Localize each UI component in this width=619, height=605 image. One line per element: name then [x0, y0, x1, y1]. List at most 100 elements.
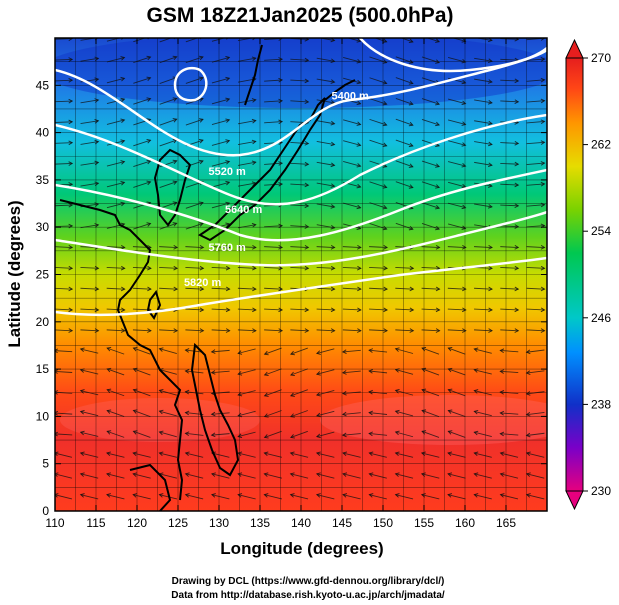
streamline-segment: [316, 203, 335, 208]
streamline-segment: [159, 202, 177, 209]
streamline-segment: [526, 100, 545, 103]
streamline-segment: [421, 266, 440, 269]
streamline-segment: [316, 287, 335, 290]
streamline-arrowhead: [94, 181, 100, 187]
streamline-arrowhead: [225, 307, 231, 313]
streamline-segment: [238, 431, 256, 438]
streamline-arrowhead: [278, 328, 284, 333]
contour-label: 5520 m: [209, 166, 247, 178]
colorbar-tick-label: 238: [591, 397, 611, 411]
streamline-arrowhead: [55, 472, 59, 477]
streamline-arrowhead: [184, 431, 190, 437]
streamline-segment: [238, 369, 256, 375]
streamline-segment: [500, 412, 519, 415]
streamline-arrowhead: [447, 493, 453, 498]
streamline-segment: [369, 412, 388, 415]
streamline-arrowhead: [461, 286, 467, 292]
streamline-arrowhead: [173, 245, 179, 250]
streamline-segment: [369, 246, 388, 248]
streamline-segment: [290, 58, 309, 61]
streamline-segment: [106, 181, 125, 188]
streamline-arrowhead: [263, 493, 269, 498]
y-tick-label: 30: [36, 220, 50, 234]
streamline-arrowhead: [55, 451, 59, 457]
streamline-segment: [421, 160, 440, 168]
streamline-arrowhead: [290, 392, 295, 397]
streamline-arrowhead: [383, 328, 389, 333]
streamline-arrowhead: [198, 139, 204, 144]
streamline-segment: [421, 56, 440, 63]
streamline-segment: [211, 38, 226, 42]
y-tick-label: 15: [36, 362, 50, 376]
streamline-segment: [395, 160, 413, 168]
streamline-arrowhead: [408, 184, 414, 189]
streamline-segment: [264, 473, 282, 479]
streamline-segment: [211, 370, 230, 374]
streamline-segment: [500, 350, 519, 353]
streamline-segment: [395, 181, 413, 189]
streamlines: [55, 38, 546, 500]
streamline-arrowhead: [499, 348, 505, 354]
streamline-segment: [500, 391, 519, 394]
streamline-arrowhead: [447, 388, 453, 394]
streamline-arrowhead: [147, 265, 152, 271]
streamline-segment: [369, 349, 388, 353]
streamline-segment: [316, 57, 335, 62]
streamline-segment: [159, 181, 177, 189]
streamline-segment: [421, 223, 440, 230]
streamline-arrowhead: [330, 328, 336, 333]
streamline-segment: [447, 57, 466, 63]
streamline-segment: [106, 119, 125, 125]
streamline-arrowhead: [383, 286, 389, 292]
streamline-segment: [159, 118, 177, 126]
streamline-segment: [106, 140, 125, 146]
streamline-arrowhead: [514, 140, 520, 146]
streamline-arrowhead: [94, 286, 100, 292]
streamline-segment: [185, 56, 204, 64]
streamline-arrowhead: [225, 328, 231, 333]
streamline-segment: [237, 329, 256, 332]
streamline-segment: [342, 494, 361, 500]
streamline-arrowhead: [461, 307, 467, 313]
streamline-segment: [80, 99, 99, 104]
streamline-segment: [106, 287, 125, 290]
streamline-arrowhead: [421, 346, 427, 352]
streamline-segment: [316, 182, 335, 187]
streamline-segment: [211, 202, 230, 209]
streamline-segment: [211, 412, 230, 415]
streamline-arrowhead: [525, 451, 531, 457]
y-tick-label: 40: [36, 126, 50, 140]
streamline-arrowhead: [55, 348, 59, 354]
streamline-segment: [342, 287, 361, 290]
streamline-arrowhead: [263, 371, 269, 377]
streamline-segment: [159, 56, 177, 64]
streamline-arrowhead: [473, 430, 479, 436]
streamline-arrowhead: [120, 56, 126, 61]
streamline-segment: [474, 308, 493, 311]
streamline-arrowhead: [357, 307, 362, 313]
streamline-arrowhead: [356, 38, 362, 43]
streamline-arrowhead: [368, 493, 374, 498]
contour-5820: [55, 256, 547, 317]
streamline-segment: [474, 161, 492, 166]
streamline-segment: [474, 369, 492, 375]
streamline-arrowhead: [342, 472, 348, 477]
streamline-segment: [369, 266, 388, 269]
streamline-arrowhead: [514, 286, 520, 292]
streamline-segment: [238, 452, 256, 458]
streamline-arrowhead: [55, 369, 59, 374]
streamline-segment: [500, 225, 519, 228]
streamline-arrowhead: [357, 286, 362, 292]
streamline-arrowhead: [198, 55, 204, 61]
streamline-arrowhead: [146, 97, 152, 102]
streamline-segment: [400, 38, 413, 43]
streamline-arrowhead: [106, 430, 112, 435]
streamline-arrowhead: [237, 493, 243, 498]
streamline-segment: [421, 287, 440, 290]
streamline-arrowhead: [198, 118, 204, 123]
credit-line-1: Drawing by DCL (https://www.gfd-dennou.o…: [172, 576, 445, 587]
streamline-arrowhead: [540, 140, 546, 145]
streamline-segment: [373, 38, 387, 43]
streamline-segment: [500, 142, 519, 144]
streamline-segment: [421, 118, 440, 126]
